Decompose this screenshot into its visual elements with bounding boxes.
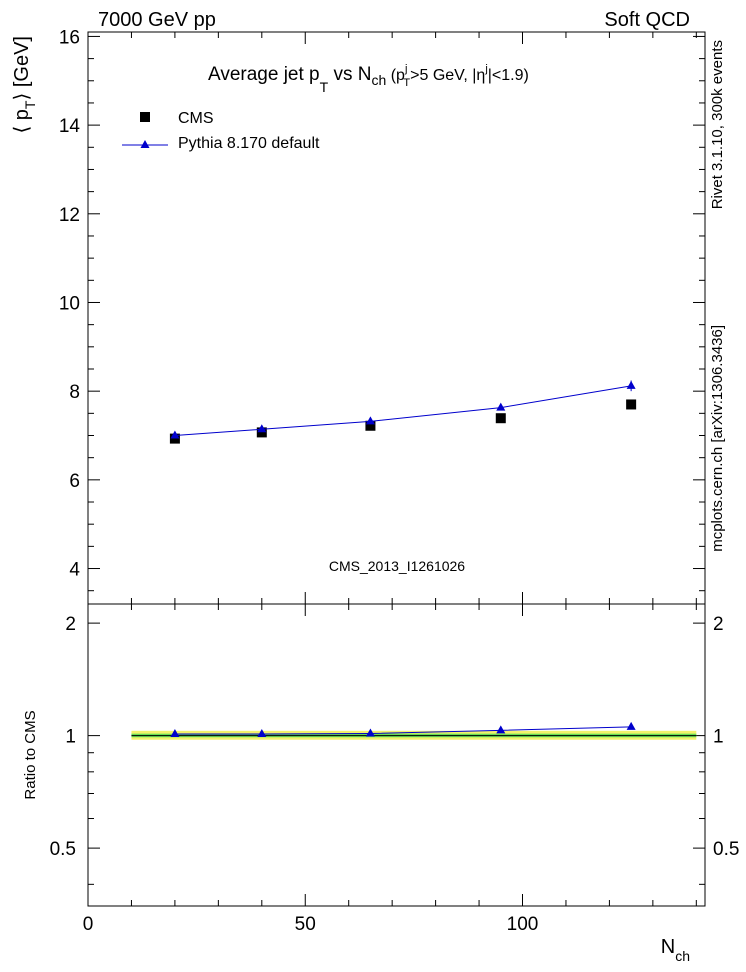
cms-data-point <box>626 399 637 410</box>
pythia-data-point <box>626 380 636 389</box>
y-axis-label-ratio: Ratio to CMS <box>22 710 39 799</box>
pythia-data-point <box>257 424 267 433</box>
pythia-ratio-point <box>170 728 180 737</box>
pythia-ratio-point <box>365 728 375 737</box>
pythia-ratio-point <box>257 728 267 737</box>
title-sub-ch: ch <box>371 72 386 88</box>
y-tick-label-main: 16 <box>59 27 80 48</box>
x-tick-label: 100 <box>507 914 539 935</box>
y-tick-label-main: 14 <box>59 116 81 137</box>
cms-data-point <box>256 427 267 438</box>
title-cut-sub-t: T <box>403 77 410 89</box>
title-cut-sup-j2: j <box>484 63 487 75</box>
x-tick-label: 50 <box>295 914 316 935</box>
title-cut-close: |<1.9) <box>488 67 529 84</box>
y-tick-label-ratio: 2 <box>65 614 76 635</box>
plot-title: Average jet pT vs Nch (pj T>5 GeV, |ηj|<1… <box>208 63 529 95</box>
y-axis-label-main: ⟨ pT⟩ [GeV] <box>11 36 38 134</box>
pythia-data-point <box>170 430 180 439</box>
analysis-watermark: CMS_2013_I1261026 <box>329 558 465 574</box>
title-cut-sup-j: j <box>404 63 407 75</box>
cms-data-point <box>365 420 376 431</box>
legend-pythia-marker <box>140 140 150 148</box>
x-tick-label: 0 <box>83 914 94 935</box>
xlabel-sub: ch <box>675 948 690 964</box>
y-tick-label-ratio: 1 <box>65 727 76 748</box>
y-tick-label-main: 8 <box>69 382 80 403</box>
legend-cms-marker <box>140 112 150 122</box>
y-tick-label-ratio: 0.5 <box>50 839 76 860</box>
xlabel-main: N <box>661 936 675 958</box>
title-cut-text: >5 GeV, |η <box>410 67 485 84</box>
ratio-frame <box>87 603 706 907</box>
ylabel-main-open: ⟨ p <box>11 109 33 133</box>
pythia-line <box>174 385 632 437</box>
y-tick-label-main: 12 <box>59 205 80 226</box>
rivet-label: Rivet 3.1.10, 300k events <box>709 40 726 209</box>
ylabel-main-close: ⟩ [GeV] <box>11 36 33 101</box>
y-tick-label-ratio-right: 2 <box>713 614 724 635</box>
pythia-data-point <box>496 402 506 411</box>
title-vs: vs N <box>328 64 371 85</box>
cms-data-point <box>495 413 506 424</box>
legend-pythia-label: Pythia 8.170 default <box>178 135 320 152</box>
y-tick-label-main: 10 <box>59 293 80 314</box>
y-tick-label-ratio-right: 1 <box>713 727 724 748</box>
x-axis-label: Nch <box>661 936 690 964</box>
header-right: Soft QCD <box>604 9 690 31</box>
title-cut-open: (p <box>386 67 405 84</box>
pythia-ratio-point <box>496 725 506 734</box>
mcplots-label: mcplots.cern.ch [arXiv:1306.3436] <box>709 325 726 552</box>
cms-data-point <box>169 433 180 444</box>
pythia-ratio-point <box>626 721 636 730</box>
legend-cms-label: CMS <box>178 110 214 127</box>
ylabel-main-sub: T <box>22 100 38 109</box>
y-tick-label-main: 4 <box>69 560 80 581</box>
y-tick-label-ratio-right: 0.5 <box>713 839 739 860</box>
title-sub-t: T <box>320 79 329 95</box>
y-tick-label-main: 6 <box>69 471 80 492</box>
header-left: 7000 GeV pp <box>98 9 216 31</box>
pythia-data-point <box>365 416 375 425</box>
title-main: Average jet p <box>208 64 320 85</box>
